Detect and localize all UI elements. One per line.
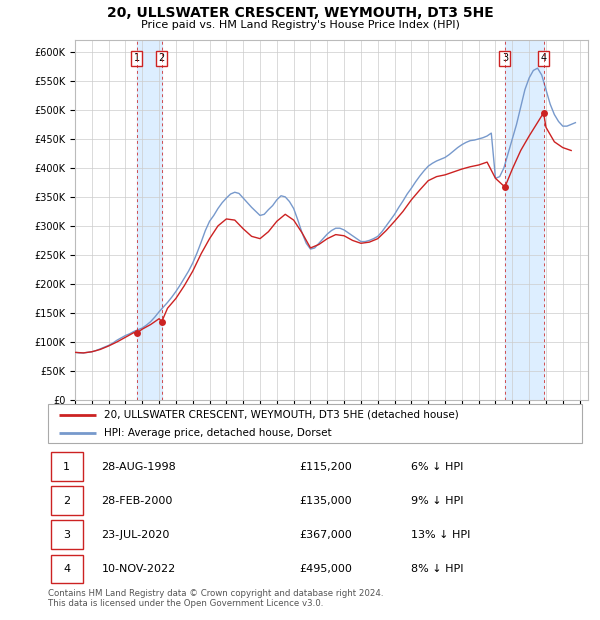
Text: 9% ↓ HPI: 9% ↓ HPI xyxy=(411,495,464,506)
Text: 13% ↓ HPI: 13% ↓ HPI xyxy=(411,529,470,540)
FancyBboxPatch shape xyxy=(50,486,83,515)
Text: 20, ULLSWATER CRESCENT, WEYMOUTH, DT3 5HE (detached house): 20, ULLSWATER CRESCENT, WEYMOUTH, DT3 5H… xyxy=(104,410,459,420)
Text: 3: 3 xyxy=(502,53,508,63)
Text: £495,000: £495,000 xyxy=(299,564,352,574)
Text: 20, ULLSWATER CRESCENT, WEYMOUTH, DT3 5HE: 20, ULLSWATER CRESCENT, WEYMOUTH, DT3 5H… xyxy=(107,6,493,20)
Text: 4: 4 xyxy=(63,564,70,574)
FancyBboxPatch shape xyxy=(50,554,83,583)
Text: 28-FEB-2000: 28-FEB-2000 xyxy=(101,495,173,506)
Text: Price paid vs. HM Land Registry's House Price Index (HPI): Price paid vs. HM Land Registry's House … xyxy=(140,20,460,30)
FancyBboxPatch shape xyxy=(50,452,83,481)
FancyBboxPatch shape xyxy=(50,520,83,549)
Text: £367,000: £367,000 xyxy=(299,529,352,540)
Text: 3: 3 xyxy=(63,529,70,540)
Text: 1: 1 xyxy=(63,461,70,472)
Text: 2: 2 xyxy=(158,53,165,63)
FancyBboxPatch shape xyxy=(48,404,582,443)
Text: 2: 2 xyxy=(63,495,70,506)
Text: 1: 1 xyxy=(133,53,140,63)
Text: £135,000: £135,000 xyxy=(299,495,352,506)
Text: Contains HM Land Registry data © Crown copyright and database right 2024.
This d: Contains HM Land Registry data © Crown c… xyxy=(48,589,383,608)
Text: 4: 4 xyxy=(541,53,547,63)
Text: 10-NOV-2022: 10-NOV-2022 xyxy=(101,564,176,574)
Text: £115,200: £115,200 xyxy=(299,461,352,472)
Bar xyxy=(137,40,162,400)
Text: 6% ↓ HPI: 6% ↓ HPI xyxy=(411,461,463,472)
Text: 28-AUG-1998: 28-AUG-1998 xyxy=(101,461,176,472)
Text: 23-JUL-2020: 23-JUL-2020 xyxy=(101,529,170,540)
Text: HPI: Average price, detached house, Dorset: HPI: Average price, detached house, Dors… xyxy=(104,428,332,438)
Bar xyxy=(505,40,544,400)
Text: 8% ↓ HPI: 8% ↓ HPI xyxy=(411,564,464,574)
